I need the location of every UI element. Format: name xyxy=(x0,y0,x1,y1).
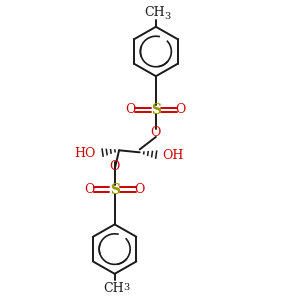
Text: O: O xyxy=(126,103,136,116)
Text: 3: 3 xyxy=(164,12,170,21)
Text: O: O xyxy=(110,160,120,173)
Text: 3: 3 xyxy=(123,284,129,292)
Text: O: O xyxy=(85,183,95,196)
Text: OH: OH xyxy=(163,149,184,162)
Text: CH: CH xyxy=(144,6,165,19)
Text: O: O xyxy=(176,103,186,116)
Text: HO: HO xyxy=(75,147,96,160)
Text: S: S xyxy=(110,182,120,197)
Text: O: O xyxy=(151,126,161,140)
Text: CH: CH xyxy=(103,282,124,295)
Text: S: S xyxy=(151,103,161,117)
Text: O: O xyxy=(134,183,145,196)
